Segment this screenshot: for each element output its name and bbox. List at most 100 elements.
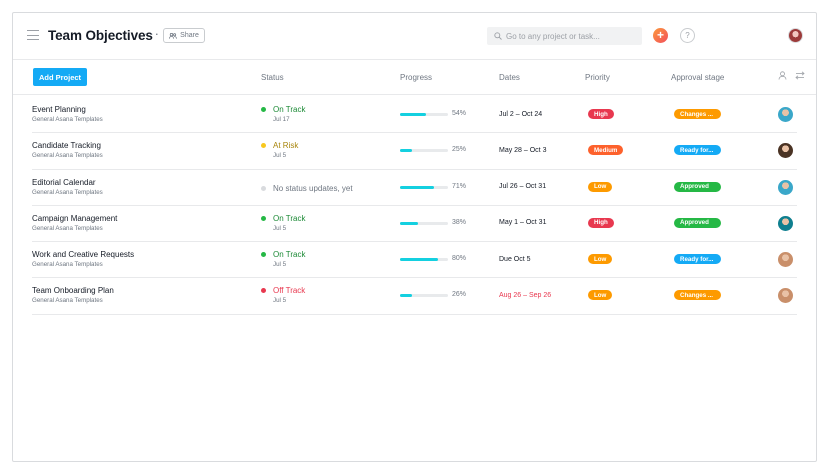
table-row[interactable]: Campaign Management General Asana Templa…	[32, 206, 797, 243]
priority-badge[interactable]: Low	[588, 254, 613, 265]
status-dot	[261, 143, 266, 149]
share-button[interactable]: Share	[163, 28, 205, 43]
progress-bar	[400, 149, 448, 153]
table-row[interactable]: Team Onboarding Plan General Asana Templ…	[32, 278, 797, 315]
project-team: General Asana Templates	[32, 224, 103, 232]
project-dates[interactable]: Due Oct 5	[499, 255, 531, 263]
top-bar: Team Objectives ··· Share + ?	[13, 13, 816, 60]
quick-add-button[interactable]: +	[653, 28, 668, 43]
swap-icon[interactable]	[795, 71, 805, 80]
column-header-status[interactable]: Status	[261, 73, 284, 82]
priority-badge[interactable]: Medium	[588, 145, 624, 156]
progress-bar	[400, 185, 448, 189]
avatar[interactable]	[778, 179, 793, 195]
approval-badge[interactable]: Approved	[674, 217, 721, 228]
status-dot	[261, 215, 266, 221]
avatar[interactable]	[778, 143, 793, 159]
avatar[interactable]	[778, 107, 793, 122]
table-row[interactable]: Candidate Tracking General Asana Templat…	[32, 133, 797, 170]
project-team: General Asana Templates	[32, 116, 103, 123]
status-date: Jul 5	[273, 152, 287, 160]
project-dates[interactable]: Aug 26 – Sep 26	[499, 291, 552, 299]
column-header-row: Add Project Status Progress Dates Priori…	[13, 61, 816, 95]
progress-fill	[400, 185, 435, 189]
user-avatar[interactable]	[788, 28, 803, 43]
project-list: Event Planning General Asana Templates O…	[32, 97, 797, 315]
project-team: General Asana Templates	[32, 152, 103, 160]
progress-bar	[400, 294, 448, 298]
status-dot	[261, 185, 266, 191]
progress-fill	[400, 221, 419, 225]
project-name[interactable]: Event Planning	[32, 105, 86, 114]
status-text: No status updates, yet	[273, 183, 353, 193]
status-text: On Track	[273, 250, 306, 260]
progress-percent: 38%	[452, 218, 467, 226]
project-name[interactable]: Work and Creative Requests	[32, 250, 135, 260]
status-dot	[261, 288, 266, 294]
progress-fill	[400, 149, 412, 153]
approval-badge[interactable]: Approved	[674, 181, 721, 192]
priority-badge[interactable]: High	[588, 109, 614, 119]
priority-badge[interactable]: Low	[588, 181, 613, 192]
share-label: Share	[180, 32, 199, 39]
project-team: General Asana Templates	[32, 188, 103, 196]
project-dates[interactable]: Jul 2 – Oct 24	[499, 110, 543, 118]
project-dates[interactable]: May 28 – Oct 3	[499, 146, 547, 154]
project-name[interactable]: Editorial Calendar	[32, 177, 96, 187]
project-dates[interactable]: Jul 26 – Oct 31	[499, 183, 547, 191]
status-text: Off Track	[273, 286, 306, 296]
status-text: On Track	[273, 105, 306, 114]
app-window: Team Objectives ··· Share + ? Add Projec…	[12, 12, 817, 462]
column-header-progress[interactable]: Progress	[400, 73, 433, 82]
table-row[interactable]: Work and Creative Requests General Asana…	[32, 242, 797, 279]
progress-percent: 25%	[452, 146, 467, 154]
column-header-priority[interactable]: Priority	[585, 73, 610, 82]
status-date: Jul 5	[273, 261, 287, 269]
avatar[interactable]	[778, 288, 793, 304]
project-name[interactable]: Candidate Tracking	[32, 141, 101, 151]
approval-badge[interactable]: Changes ...	[674, 109, 721, 119]
project-team: General Asana Templates	[32, 261, 103, 269]
project-name[interactable]: Team Onboarding Plan	[32, 286, 114, 296]
menu-icon[interactable]	[27, 30, 39, 40]
progress-fill	[400, 113, 426, 116]
status-text: At Risk	[273, 141, 299, 151]
search-bar[interactable]	[487, 27, 642, 45]
search-input[interactable]	[506, 31, 636, 41]
people-icon	[169, 32, 178, 39]
status-text: On Track	[273, 213, 306, 223]
project-team: General Asana Templates	[32, 297, 103, 305]
project-name[interactable]: Campaign Management	[32, 213, 118, 223]
approval-badge[interactable]: Ready for...	[674, 145, 721, 156]
column-header-approval[interactable]: Approval stage	[671, 73, 725, 82]
priority-badge[interactable]: High	[588, 217, 614, 228]
progress-bar	[400, 258, 448, 262]
table-row[interactable]: Editorial Calendar General Asana Templat…	[32, 170, 797, 206]
help-button[interactable]: ?	[680, 28, 695, 43]
add-project-button[interactable]: Add Project	[33, 68, 87, 86]
page-title: Team Objectives	[48, 28, 153, 43]
progress-percent: 26%	[452, 291, 467, 299]
priority-badge[interactable]: Low	[588, 290, 613, 301]
progress-percent: 80%	[452, 255, 467, 263]
project-dates[interactable]: May 1 – Oct 31	[499, 219, 547, 227]
column-header-dates[interactable]: Dates	[499, 73, 520, 82]
approval-badge[interactable]: Changes ...	[674, 290, 721, 301]
search-icon	[494, 32, 502, 40]
progress-percent: 71%	[452, 182, 467, 190]
status-date: Jul 17	[273, 116, 290, 123]
person-icon[interactable]	[778, 71, 787, 80]
progress-bar	[400, 113, 448, 116]
avatar[interactable]	[778, 252, 793, 268]
avatar[interactable]	[778, 215, 793, 231]
progress-percent: 54%	[452, 110, 467, 117]
progress-fill	[400, 294, 413, 298]
more-options-icon[interactable]: ···	[144, 26, 160, 41]
status-dot	[261, 107, 266, 112]
header-icons	[778, 71, 805, 80]
progress-bar	[400, 221, 448, 225]
approval-badge[interactable]: Ready for...	[674, 254, 721, 265]
status-date: Jul 5	[273, 224, 287, 232]
status-dot	[261, 252, 266, 258]
table-row[interactable]: Event Planning General Asana Templates O…	[32, 97, 797, 134]
